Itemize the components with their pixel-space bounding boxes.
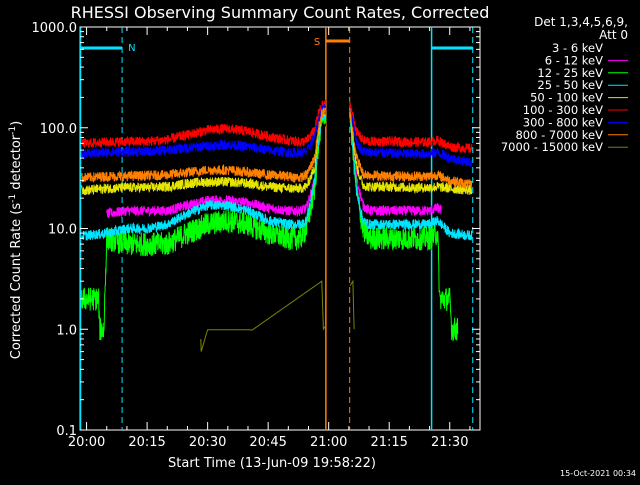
legend-label: 6 - 12 keV [545,53,603,67]
series-2 [106,106,442,219]
series-line [81,104,327,159]
x-tick-label: 21:30 [431,435,468,450]
legend-title-detectors: Det 1,3,4,5,6,9, [534,15,628,29]
series-line [349,100,473,154]
legend-label: 7000 - 15000 keV [501,140,603,154]
y-axis-label-sup1: -1 [8,194,18,203]
legend-label: 3 - 6 keV [552,41,603,55]
series-line [349,107,473,195]
x-axis-label: Start Time (13-Jun-09 19:58:22) [168,456,376,471]
y-axis-label-sup2: -1 [8,126,18,135]
x-tick-label: 20:00 [68,435,105,450]
legend-title-attenuator: Att 0 [599,28,628,42]
series-line [81,107,327,196]
legend-entry: 300 - 800 keV [523,115,628,129]
series-line [81,103,327,341]
series-6 [81,98,473,154]
series-3 [81,102,459,342]
legend-entry: 100 - 300 keV [523,103,628,117]
legend-label: 25 - 50 keV [537,78,603,92]
legend-label: 12 - 25 keV [537,66,603,80]
legend-entry: 25 - 50 keV [537,78,628,92]
timestamp: 15-Oct-2021 00:34 [560,469,636,478]
series-line [349,108,473,189]
legend-entry: 800 - 7000 keV [515,128,628,142]
x-tick-label: 21:15 [370,435,407,450]
series-line [200,280,327,352]
y-tick-label: 1000.0 [32,21,78,36]
series-line [81,107,327,183]
series-line [349,106,442,217]
y-axis-label: Corrected Count Rate (s-1 detector-1) [8,121,24,359]
x-tick-label: 20:30 [189,435,226,450]
y-axis-label-end: ) [9,121,24,126]
night-label: N [128,43,135,54]
series-7 [81,104,473,167]
series-line [106,106,327,219]
x-tick-label: 20:15 [128,435,165,450]
legend-entry: 7000 - 15000 keV [501,140,628,154]
series-5 [81,107,473,196]
series-9 [200,279,355,352]
y-tick-label: 10.0 [48,223,77,238]
y-tick-label: 1.0 [56,323,77,338]
y-axis-label-mid: detector [9,134,24,194]
series-line [349,110,473,241]
chart-title: RHESSI Observing Summary Count Rates, Co… [71,3,490,22]
saa-label: S [314,37,320,48]
series-4 [81,107,473,241]
legend-entry: 6 - 12 keV [545,53,628,67]
series-line [349,102,459,342]
series-8 [81,107,473,189]
y-tick-label: 100.0 [40,122,77,137]
legend-label: 300 - 800 keV [523,115,603,129]
legend-label: 100 - 300 keV [523,103,603,117]
legend-entry: 12 - 25 keV [537,66,628,80]
legend-label: 800 - 7000 keV [515,128,603,142]
series-line [81,107,327,241]
y-axis-label-main: Corrected Count Rate (s [9,203,24,360]
legend-entry: 3 - 6 keV [552,41,628,55]
series-line [81,98,327,149]
x-tick-label: 20:45 [249,435,286,450]
x-tick-label: 21:00 [310,435,347,450]
series-line [349,107,473,167]
y-tick-label: 0.1 [56,424,77,439]
legend-label: 50 - 100 keV [530,91,603,105]
legend-entry: 50 - 100 keV [530,91,628,105]
series-line [349,279,355,330]
